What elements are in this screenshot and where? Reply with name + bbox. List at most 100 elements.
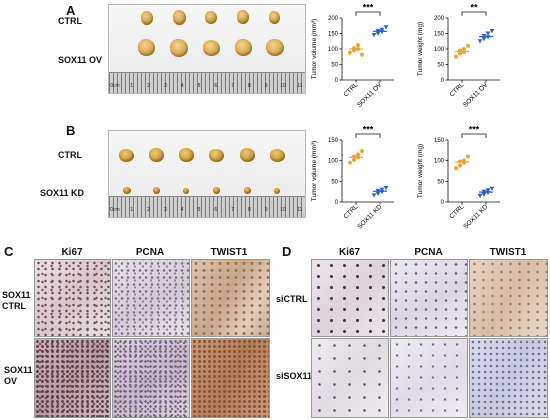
y-tick-label: 150 — [328, 32, 339, 38]
ihc-image-sisox11-ki67 — [311, 338, 389, 418]
data-point — [477, 193, 483, 198]
x-tick-label: SOX11 KD — [462, 203, 489, 230]
ruler: 0cm 1 2 3 4 5 6 7 8 9 10 11 — [109, 196, 305, 217]
data-point — [481, 37, 487, 42]
data-point — [458, 51, 462, 56]
significance-bracket — [355, 133, 381, 138]
data-point — [383, 25, 389, 30]
ruler-number: 5 — [197, 83, 201, 89]
data-point — [352, 157, 356, 162]
ihc-image-sictrl-pcna — [390, 259, 468, 337]
ruler-number: 9 — [264, 83, 268, 89]
row-label-ctrl: CTRL — [58, 150, 82, 160]
ihc-image-sictrl-twist1 — [469, 259, 548, 337]
ruler-number: 6 — [214, 207, 218, 213]
y-tick-label: 150 — [434, 32, 445, 38]
ruler-number: 6 — [214, 83, 218, 89]
ruler-number: 10 — [280, 207, 286, 213]
significance-label: *** — [469, 125, 480, 135]
column-title-ki67: Ki67 — [61, 247, 83, 258]
tumor-sox11-ov — [138, 39, 155, 56]
panel-a-letter: A — [66, 3, 76, 18]
x-tick-label: CTRL — [342, 203, 359, 220]
ihc-image-ctrl-twist1 — [191, 259, 270, 337]
ihc-image-ctrl-ki67 — [34, 259, 111, 337]
chart-b-weight: Tumor weight (mg) 0 50 100 150 CTRL SOX11 KD **… — [414, 124, 534, 247]
significance-label: ** — [470, 3, 478, 13]
ruler-number: 1 — [130, 207, 134, 213]
tumor-sox11-kd — [213, 187, 220, 194]
ihc-image-ov-ki67 — [34, 338, 111, 418]
data-point — [462, 47, 466, 51]
row-label-sox11-ctrl: SOX11 CTRL — [2, 290, 31, 311]
data-point — [360, 149, 364, 154]
tumor-sox11-kd — [153, 187, 160, 194]
y-tick-label: 100 — [434, 159, 445, 165]
data-point — [348, 50, 352, 55]
data-point — [477, 39, 483, 44]
column-title-pcna: PCNA — [414, 247, 443, 258]
y-axis-label: Tumor weight (mg) — [417, 144, 424, 198]
tumor-ctrl — [209, 149, 224, 162]
y-tick-label: 100 — [328, 47, 339, 53]
tumor-ctrl — [240, 148, 255, 162]
y-tick-label: 150 — [434, 138, 445, 144]
chart-a-weight: Tumor weight (mg) 0 50 100 150 200 CTRL SOX11 O… — [414, 2, 534, 125]
row-label-sisox11: siSOX11 — [276, 371, 313, 381]
panel-b-tumor-photo: 0cm 1 2 3 4 5 6 7 8 9 10 11 — [108, 130, 306, 218]
x-tick-label: CTRL — [342, 81, 359, 98]
y-tick-label: 0 — [441, 78, 445, 84]
y-axis-label: Tumor volume (mm³) — [311, 141, 318, 201]
ruler-number: 0cm — [110, 207, 120, 213]
x-tick-label: SOX11 OV — [356, 81, 384, 109]
y-tick-label: 100 — [434, 47, 445, 53]
row-label-sox11-kd: SOX11 KD — [40, 188, 85, 198]
ihc-image-sisox11-pcna — [390, 338, 468, 418]
ruler-number: 9 — [264, 207, 268, 213]
ruler-number: 4 — [180, 207, 184, 213]
tumor-ctrl — [179, 148, 194, 162]
tumor-sox11-kd — [183, 188, 189, 194]
ihc-image-sisox11-twist1 — [469, 338, 548, 418]
data-point — [485, 35, 491, 40]
ruler-number: 10 — [280, 83, 286, 89]
data-point — [466, 154, 470, 159]
row-label-sox11-ov: SOX11 OV — [4, 365, 33, 386]
y-tick-label: 50 — [437, 63, 444, 69]
ruler-numbers: 0cm 1 2 3 4 5 6 7 8 9 10 11 — [109, 207, 305, 215]
data-point — [489, 186, 495, 191]
column-title-twist1: TWIST1 — [489, 247, 527, 258]
y-tick-label: 0 — [335, 200, 339, 206]
ruler-number: 2 — [147, 207, 150, 213]
ihc-image-ctrl-pcna — [112, 259, 190, 337]
y-axis-label: Tumor weight (mg) — [417, 22, 424, 76]
data-point — [485, 31, 491, 36]
data-point — [371, 193, 377, 198]
data-point — [379, 27, 385, 32]
ruler-number: 8 — [248, 83, 251, 89]
x-tick-label: CTRL — [448, 203, 465, 220]
tumor-sox11-ov — [170, 39, 188, 57]
y-axis-label: Tumor volume (mm³) — [311, 19, 318, 79]
column-title-ki67: Ki67 — [338, 247, 361, 258]
tumor-ctrl — [149, 148, 164, 162]
data-point — [356, 152, 360, 157]
tumor-sox11-ov — [266, 39, 284, 56]
data-point — [375, 191, 381, 196]
tumor-ctrl — [119, 149, 134, 162]
y-tick-label: 200 — [328, 16, 339, 22]
tumor-ctrl — [173, 10, 186, 25]
tumor-ctrl — [237, 10, 249, 24]
ruler-number: 8 — [248, 207, 251, 213]
panel-c-letter: C — [4, 244, 14, 259]
tumor-ctrl — [141, 11, 153, 25]
data-point — [348, 160, 352, 165]
column-title-pcna: PCNA — [135, 247, 165, 258]
row-label-sictrl: siCTRL — [276, 294, 308, 304]
tumor-ctrl — [269, 11, 280, 24]
row-label-sox11-ov: SOX11 OV — [58, 55, 103, 65]
data-point — [360, 52, 364, 57]
tumor-sox11-kd — [123, 187, 131, 194]
